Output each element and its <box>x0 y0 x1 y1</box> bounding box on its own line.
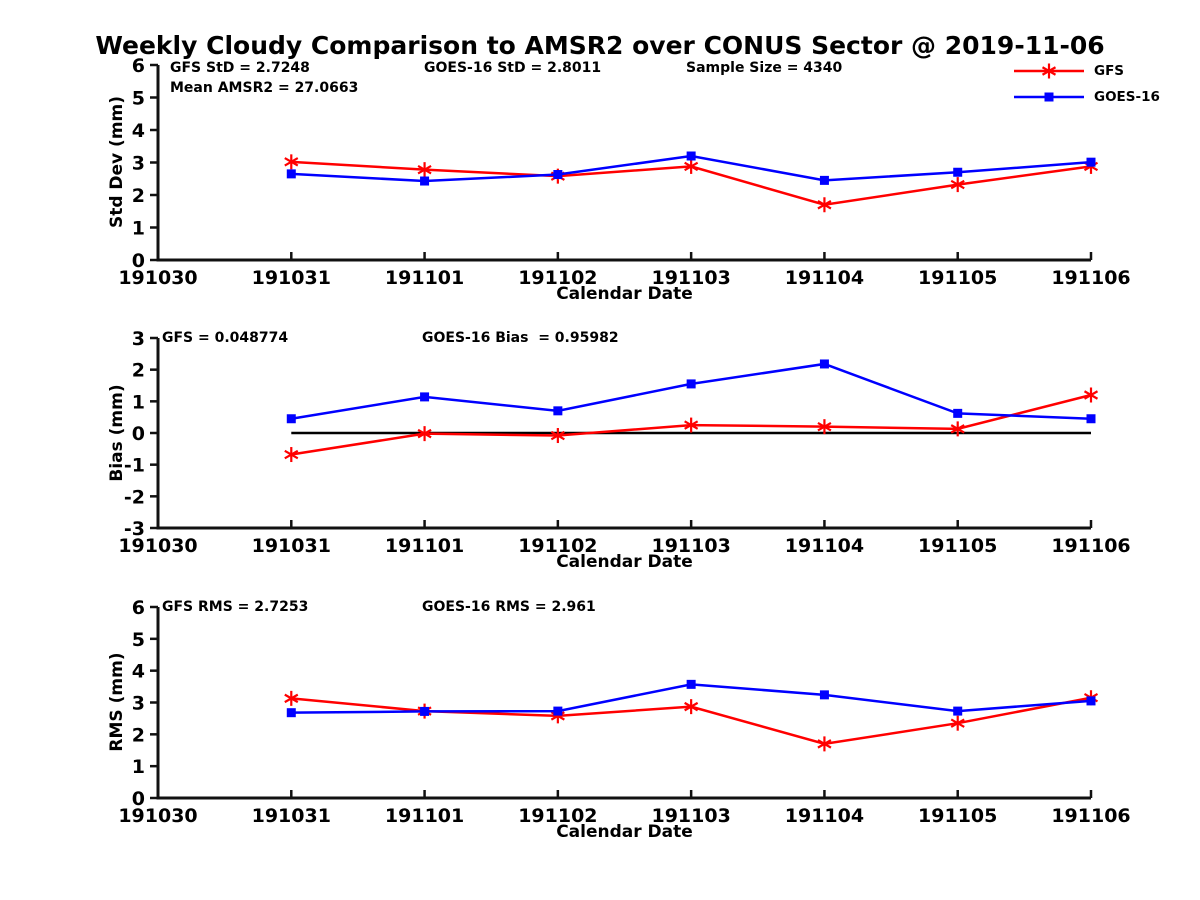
rms-gfs-annotation: GFS RMS = 2.7253 <box>162 599 309 615</box>
svg-text:191105: 191105 <box>918 535 997 557</box>
legend-item-gfs: GFS <box>1012 62 1160 80</box>
std-dev-axis-label: Std Dev (mm) <box>107 95 127 229</box>
svg-text:191102: 191102 <box>518 805 597 827</box>
svg-text:3: 3 <box>132 153 145 175</box>
sample-size-annotation: Sample Size = 4340 <box>686 60 843 76</box>
svg-text:2: 2 <box>132 360 145 382</box>
bias-goes-annotation: GOES-16 Bias = 0.95982 <box>422 330 619 346</box>
svg-text:5: 5 <box>132 88 145 110</box>
svg-text:6: 6 <box>132 55 145 77</box>
gfs-line-asterisk-icon <box>1014 63 1084 79</box>
svg-text:-1: -1 <box>124 455 145 477</box>
svg-text:191105: 191105 <box>918 805 997 827</box>
svg-text:191031: 191031 <box>252 535 331 557</box>
svg-text:191106: 191106 <box>1051 805 1130 827</box>
svg-text:191103: 191103 <box>651 535 730 557</box>
svg-text:191106: 191106 <box>1051 267 1130 289</box>
legend: GFS GOES-16 <box>1012 62 1160 106</box>
svg-text:191104: 191104 <box>785 805 864 827</box>
svg-text:191030: 191030 <box>118 267 197 289</box>
svg-text:191101: 191101 <box>385 267 464 289</box>
subplot-std-dev: 0 1 2 3 4 5 6 191030 191031 191101 191102 191103 191… <box>118 55 1130 289</box>
svg-text:4: 4 <box>132 661 145 683</box>
svg-text:5: 5 <box>132 629 145 651</box>
svg-text:1: 1 <box>132 391 145 413</box>
svg-text:191031: 191031 <box>252 805 331 827</box>
svg-text:0: 0 <box>132 788 145 810</box>
rms-goes-annotation: GOES-16 RMS = 2.961 <box>422 599 596 615</box>
svg-text:3: 3 <box>132 693 145 715</box>
std-goes-annotation: GOES-16 StD = 2.8011 <box>424 60 602 76</box>
rms-axis-label: RMS (mm) <box>107 652 127 752</box>
svg-text:191106: 191106 <box>1051 535 1130 557</box>
svg-text:2: 2 <box>132 724 145 746</box>
svg-text:191104: 191104 <box>785 267 864 289</box>
svg-text:191031: 191031 <box>252 267 331 289</box>
svg-text:0: 0 <box>132 423 145 445</box>
svg-text:191104: 191104 <box>785 535 864 557</box>
svg-text:1: 1 <box>132 756 145 778</box>
svg-text:6: 6 <box>132 597 145 619</box>
svg-text:0: 0 <box>132 250 145 272</box>
legend-label-gfs: GFS <box>1094 63 1125 79</box>
std-gfs-annotation: GFS StD = 2.7248 <box>170 60 310 76</box>
subplot-rms: 0 1 2 3 4 5 6 191030 191031 191101 191102 191103 191… <box>118 597 1130 827</box>
bias-axis-label: Bias (mm) <box>107 384 127 482</box>
svg-text:191105: 191105 <box>918 267 997 289</box>
legend-label-goes16: GOES-16 <box>1094 89 1160 105</box>
svg-text:191102: 191102 <box>518 267 597 289</box>
svg-text:191103: 191103 <box>651 267 730 289</box>
svg-text:191102: 191102 <box>518 535 597 557</box>
mean-amsr2-annotation: Mean AMSR2 = 27.0663 <box>170 80 359 96</box>
chart-title: Weekly Cloudy Comparison to AMSR2 over C… <box>95 31 1105 60</box>
svg-text:2: 2 <box>132 185 145 207</box>
calendar-date-label-3: Calendar Date <box>556 822 693 842</box>
calendar-date-label-1: Calendar Date <box>556 284 693 304</box>
calendar-date-label-2: Calendar Date <box>556 552 693 572</box>
svg-text:191103: 191103 <box>651 805 730 827</box>
svg-text:191101: 191101 <box>385 805 464 827</box>
legend-item-goes16: GOES-16 <box>1012 88 1160 106</box>
svg-text:4: 4 <box>132 120 145 142</box>
svg-text:191101: 191101 <box>385 535 464 557</box>
svg-text:3: 3 <box>132 328 145 350</box>
svg-text:-2: -2 <box>124 486 145 508</box>
goes16-line-square-icon <box>1014 92 1084 102</box>
svg-text:-3: -3 <box>124 518 145 540</box>
subplot-bias: -3 -2 -1 0 1 2 3 191030 191031 191101 191102 191103… <box>118 328 1130 557</box>
bias-gfs-annotation: GFS = 0.048774 <box>162 330 289 346</box>
svg-text:191030: 191030 <box>118 535 197 557</box>
svg-text:191030: 191030 <box>118 805 197 827</box>
svg-text:1: 1 <box>132 218 145 240</box>
